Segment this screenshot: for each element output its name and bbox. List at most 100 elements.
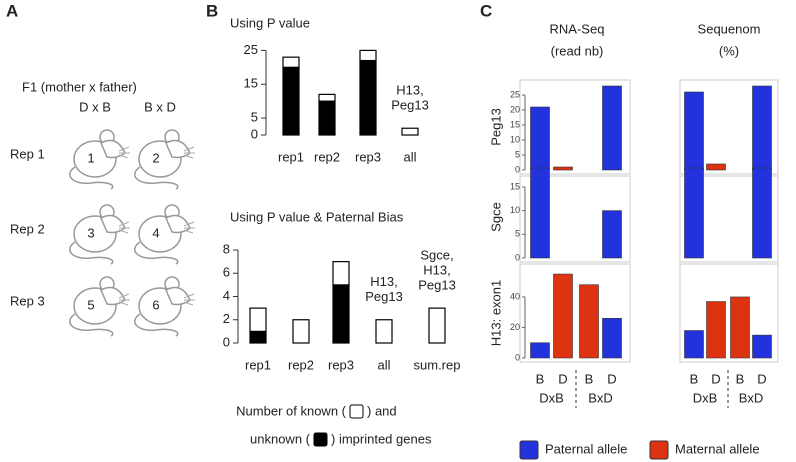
legend-text: ) imprinted genes [331,431,432,446]
bar [706,163,726,171]
column-title: (read nb) [551,43,604,58]
bar-segment [282,66,300,136]
bar [684,91,704,171]
legend-text: Number of known ( [236,403,346,418]
group-label: DxB [539,390,564,405]
group-label: BxD [739,390,764,405]
y-tick-label: 0 [251,126,258,141]
mouse-number: 4 [152,225,159,240]
legend-text: Maternal allele [675,441,760,456]
rep-label: Rep 3 [10,293,45,308]
chart-frame [679,175,779,263]
x-tick-label: D [558,371,567,386]
chart-title: Using P value [230,15,310,30]
cross-label: D x B [79,99,111,114]
mouse: 1 [69,129,130,190]
bar-segment [428,307,446,344]
bar [602,210,622,259]
bar-segment [359,49,377,62]
legend-text: ) and [367,403,397,418]
panel-label: A [6,1,18,20]
y-tick-label: 15 [510,181,520,191]
chart-frame [519,79,631,175]
mouse: 2 [134,129,195,190]
bar [530,342,550,359]
bar [602,318,622,359]
y-tick-label: 10 [510,134,520,144]
legend-swatch [313,432,328,447]
x-tick-label: B [736,371,745,386]
annotation: Peg13 [365,289,403,304]
mouse: 4 [134,204,195,265]
bar [752,85,772,171]
y-tick-label: 20 [510,322,520,332]
bar-segment [332,284,350,344]
x-tick-label: D [757,371,766,386]
y-tick-label: 8 [223,241,230,256]
column-title: RNA-Seq [550,21,605,36]
panel-label: B [206,1,218,20]
legend-swatch [519,440,539,460]
legend-swatch [649,440,669,460]
bar [530,106,550,171]
bar [579,284,599,359]
y-tick-label: 25 [244,42,258,57]
mouse-tail [69,241,114,265]
y-tick-label: 6 [223,265,230,280]
group-label: DxB [693,390,718,405]
y-tick-label: 4 [223,288,230,303]
bar-segment [249,330,267,344]
bar [553,273,573,359]
x-tick-label: rep2 [288,357,314,372]
annotation: Peg13 [391,98,429,113]
mouse-whiskers [118,221,130,234]
bar-segment [318,93,336,102]
chart-frame [519,175,631,263]
legend-text: unknown ( [250,431,311,446]
bar [706,301,726,359]
legend-swatch [349,404,364,419]
x-tick-label: all [403,149,416,164]
mouse-number: 6 [152,297,159,312]
annotation: H13, [423,263,450,278]
bar [684,167,704,259]
y-tick-label: 0 [515,352,520,362]
mouse-whiskers [118,146,130,159]
annotation: Peg13 [418,278,456,293]
row-label: Peg13 [488,108,503,146]
mouse-tail [134,241,179,265]
rep-label: Rep 2 [10,221,45,236]
bar-segment [401,127,419,136]
row-label: Sgce [488,202,503,232]
y-tick-label: 0 [515,252,520,262]
y-tick-label: 10 [510,205,520,215]
bar-segment [332,261,350,286]
x-tick-label: rep1 [278,149,304,164]
annotation: Sgce, [420,248,453,263]
mouse-whiskers [183,221,195,234]
y-tick-label: 0 [223,334,230,349]
annotation: H13, [370,274,397,289]
mouse-whiskers [118,293,130,306]
mouse-number: 1 [87,150,94,165]
bar [530,167,550,259]
y-tick-label: 0 [515,164,520,174]
mouse-number: 2 [152,150,159,165]
bar [684,330,704,359]
rep-label: Rep 1 [10,146,45,161]
y-tick-label: 15 [244,76,258,91]
bar-segment [359,59,377,136]
column-title: Sequenom [698,21,761,36]
x-tick-label: rep3 [355,149,381,164]
bar [752,334,772,359]
x-tick-label: B [585,371,594,386]
bar-segment [318,100,336,136]
bar-segment [292,319,310,344]
y-tick-label: 5 [251,110,258,125]
bar-segment [282,56,300,68]
panel-a-title: F1 (mother x father) [22,79,137,94]
column-title: (%) [719,43,739,58]
group-label: BxD [588,390,613,405]
bar [602,85,622,171]
